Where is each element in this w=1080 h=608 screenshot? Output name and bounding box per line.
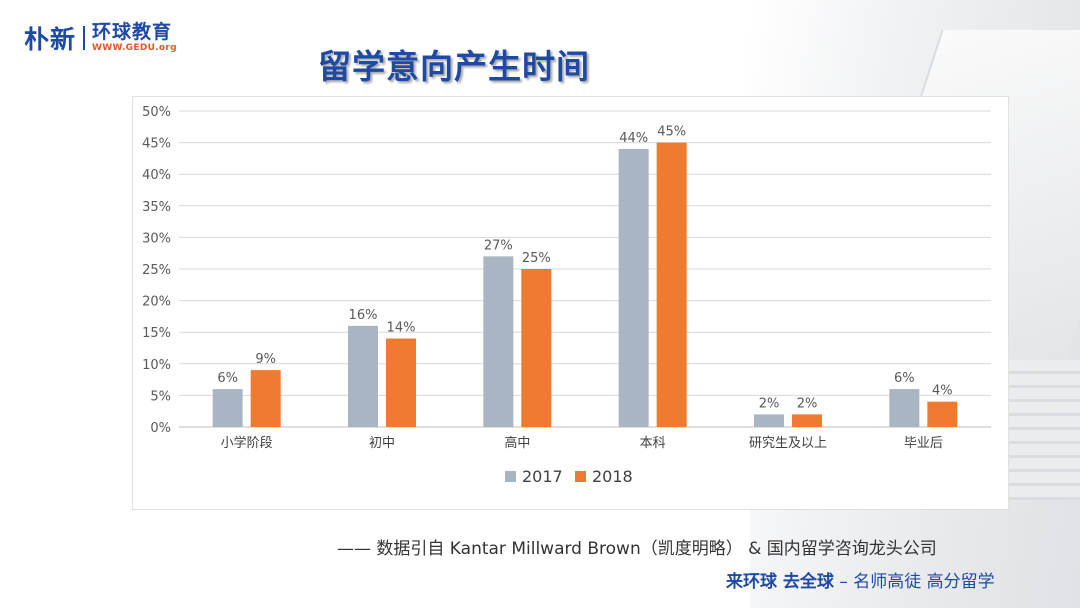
- x-tick-label: 研究生及以上: [749, 436, 827, 451]
- bar-2018: [792, 414, 822, 427]
- data-source-note: —— 数据引自 Kantar Millward Brown（凯度明略） & 国内…: [337, 539, 937, 559]
- data-label: 27%: [484, 238, 513, 253]
- legend-label-2018: 2018: [592, 467, 633, 486]
- logo-org-block: 环球教育 WWW.GEDU.org: [92, 23, 177, 53]
- y-tick-label: 0%: [150, 421, 171, 436]
- bar-2018: [656, 142, 687, 427]
- bar-2018: [521, 269, 552, 427]
- x-tick-label: 初中: [369, 436, 395, 451]
- slide-title: 留学意向产生时间: [318, 47, 590, 86]
- x-tick-label: 高中: [504, 435, 530, 451]
- y-tick-label: 50%: [142, 105, 171, 120]
- bar-2017: [618, 148, 649, 428]
- x-tick-label: 毕业后: [904, 436, 943, 451]
- legend-swatch-2017: [505, 471, 516, 482]
- bar-2017: [483, 256, 514, 427]
- slogan-sub: – 名师高徒 高分留学: [833, 572, 995, 592]
- y-tick-label: 45%: [142, 137, 171, 152]
- bar-2017: [348, 325, 378, 427]
- data-label: 2%: [759, 396, 780, 411]
- bar-2017: [212, 389, 243, 427]
- y-tick-label: 30%: [142, 231, 171, 246]
- logo-org-text: 环球教育: [92, 21, 173, 43]
- data-label: 25%: [522, 251, 551, 266]
- data-label: 45%: [657, 125, 686, 140]
- bar-chart: 0% 5% 10% 15% 20% 25% 30% 35% 40% 45% 50% 6% 9% 小学阶段 1…: [142, 105, 991, 486]
- slogan-main: 来环球 去全球: [726, 572, 834, 592]
- data-label: 44%: [619, 131, 648, 146]
- data-label: 6%: [217, 371, 238, 386]
- y-tick-label: 5%: [150, 389, 171, 404]
- logo-brand-text: 朴新: [24, 25, 77, 54]
- data-label: 16%: [349, 308, 378, 323]
- bar-2017: [754, 414, 784, 427]
- chart-container: 0% 5% 10% 15% 20% 25% 30% 35% 40% 45% 50% 6% 9% 小学阶段 1…: [132, 96, 1009, 510]
- bar-2018: [386, 338, 416, 427]
- slogan: 来环球 去全球 – 名师高徒 高分留学: [726, 567, 995, 592]
- legend-label-2017: 2017: [522, 467, 563, 486]
- x-tick-label: 本科: [640, 436, 666, 451]
- y-tick-label: 20%: [142, 295, 171, 310]
- bar-2018: [250, 370, 281, 427]
- x-tick-label: 小学阶段: [221, 435, 273, 451]
- data-label: 2%: [797, 396, 818, 411]
- brand-logo: 朴新 环球教育 WWW.GEDU.org: [24, 18, 177, 58]
- data-label: 4%: [932, 384, 953, 399]
- data-label: 9%: [255, 352, 276, 367]
- legend-swatch-2018: [575, 471, 586, 482]
- logo-url-text: WWW.GEDU.org: [92, 43, 177, 53]
- y-tick-label: 40%: [142, 168, 171, 183]
- logo-divider: [83, 26, 86, 50]
- y-tick-label: 35%: [142, 200, 171, 215]
- y-tick-label: 25%: [142, 263, 171, 278]
- data-label: 14%: [387, 321, 416, 336]
- data-label: 6%: [894, 371, 915, 386]
- y-tick-label: 15%: [142, 326, 171, 341]
- y-tick-label: 10%: [142, 358, 171, 373]
- bar-2018: [927, 401, 958, 427]
- bar-2017: [889, 389, 920, 427]
